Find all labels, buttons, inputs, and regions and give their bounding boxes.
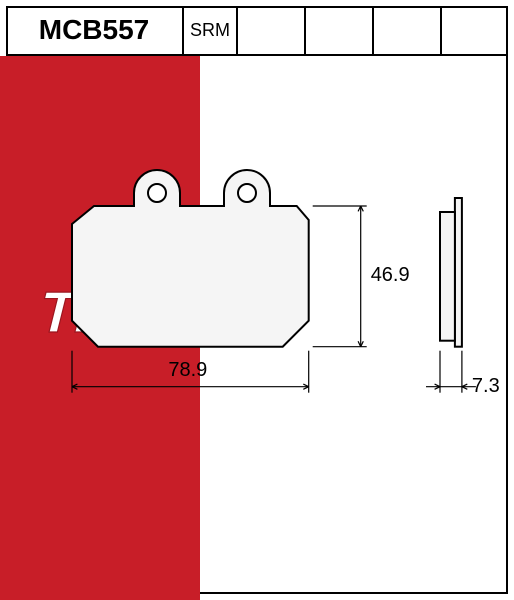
material-cell-2 (306, 6, 374, 56)
dimension-label-height: 46.9 (371, 264, 410, 287)
material-cell-1 (238, 6, 306, 56)
brand-band: TRW (0, 56, 200, 600)
dimension-label-width: 78.9 (168, 359, 207, 382)
material-cell-4 (442, 6, 508, 56)
material-label-0: SRM (190, 20, 230, 41)
header-row: MCB557 SRM (6, 6, 508, 56)
svg-text:TRW: TRW (32, 281, 179, 345)
trw-logo: TRW (10, 266, 190, 366)
dimension-label-thickness: 7.3 (472, 375, 500, 398)
part-number: MCB557 (39, 14, 149, 46)
material-cell-3 (374, 6, 442, 56)
part-number-cell: MCB557 (6, 6, 184, 56)
material-cell-0: SRM (184, 6, 238, 56)
